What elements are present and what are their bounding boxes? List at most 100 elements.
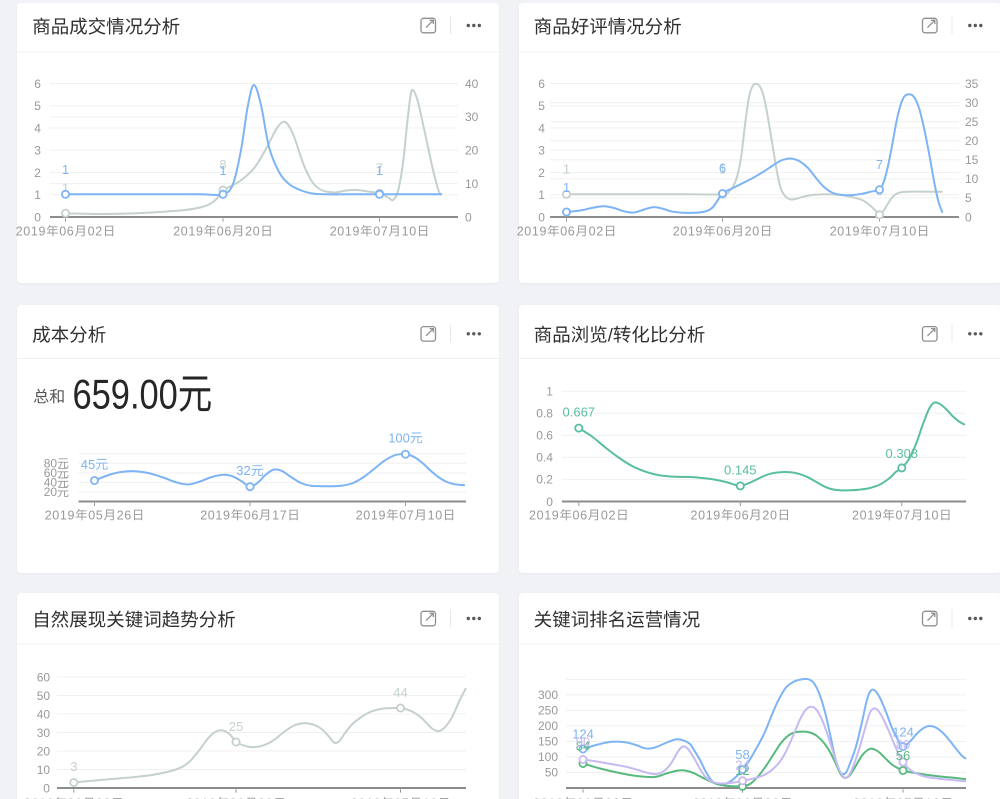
svg-text:10: 10 [402, 224, 417, 238]
svg-text:0: 0 [965, 210, 972, 224]
svg-text:2019: 2019 [673, 224, 703, 238]
svg-text:10: 10 [428, 508, 443, 522]
svg-text:6: 6 [34, 77, 41, 91]
svg-text:10: 10 [924, 508, 939, 522]
svg-text:07: 07 [394, 797, 409, 799]
svg-text:2019: 2019 [330, 224, 360, 238]
svg-text:05: 05 [88, 508, 103, 522]
svg-text:1: 1 [62, 162, 69, 177]
svg-text:0.308: 0.308 [886, 446, 919, 461]
svg-text:2019: 2019 [16, 224, 46, 238]
svg-text:17: 17 [272, 508, 287, 522]
svg-text:07: 07 [399, 508, 414, 522]
svg-text:5: 5 [538, 99, 545, 113]
svg-text:07: 07 [897, 797, 912, 799]
svg-text:20: 20 [765, 797, 780, 799]
svg-text:20: 20 [745, 224, 760, 238]
svg-text:0: 0 [34, 210, 41, 224]
svg-text:26: 26 [117, 508, 132, 522]
svg-text:06: 06 [577, 797, 592, 799]
svg-text:20: 20 [465, 144, 479, 158]
svg-text:100: 100 [538, 750, 558, 764]
svg-text:02: 02 [96, 797, 111, 799]
svg-text:06: 06 [217, 224, 232, 238]
svg-text:1: 1 [62, 180, 69, 195]
svg-text:40: 40 [465, 77, 479, 91]
svg-text:50: 50 [37, 689, 51, 703]
svg-text:659.00: 659.00 [73, 371, 178, 418]
svg-text:2019: 2019 [356, 508, 386, 522]
svg-text:124: 124 [892, 725, 914, 740]
svg-text:02: 02 [589, 224, 604, 238]
svg-text:250: 250 [538, 704, 558, 718]
svg-text:02: 02 [605, 797, 620, 799]
svg-text:30: 30 [465, 110, 479, 124]
svg-text:150: 150 [538, 735, 558, 749]
svg-text:25: 25 [229, 719, 243, 734]
svg-text:40: 40 [44, 476, 58, 490]
svg-text:3: 3 [70, 759, 77, 774]
svg-text:10: 10 [423, 797, 438, 799]
svg-text:06: 06 [59, 224, 74, 238]
svg-text:02: 02 [601, 508, 616, 522]
svg-text:1: 1 [538, 188, 545, 202]
svg-text:10: 10 [925, 797, 940, 799]
svg-text:10: 10 [37, 763, 51, 777]
svg-text:30: 30 [965, 96, 979, 110]
svg-text:80: 80 [896, 737, 910, 752]
svg-text:2: 2 [34, 166, 41, 180]
svg-text:20: 20 [44, 485, 58, 499]
svg-text:58: 58 [735, 747, 749, 762]
svg-text:40: 40 [37, 707, 51, 721]
svg-text:2019: 2019 [351, 797, 381, 799]
svg-text:60: 60 [37, 670, 51, 684]
svg-text:/: / [608, 324, 614, 345]
svg-text:06: 06 [736, 797, 751, 799]
svg-text:06: 06 [560, 224, 575, 238]
svg-text:30: 30 [37, 726, 51, 740]
svg-text:1: 1 [546, 385, 553, 399]
svg-text:56: 56 [896, 748, 910, 763]
svg-text:12: 12 [735, 763, 749, 778]
svg-text:20: 20 [965, 134, 979, 148]
svg-text:2019: 2019 [693, 797, 723, 799]
svg-text:50: 50 [545, 766, 559, 780]
svg-text:2019: 2019 [517, 224, 547, 238]
svg-text:24: 24 [735, 757, 749, 772]
svg-text:0.4: 0.4 [536, 451, 553, 465]
svg-text:124: 124 [572, 727, 594, 742]
svg-text:15: 15 [965, 153, 979, 167]
svg-text:4: 4 [538, 121, 545, 135]
svg-text:10: 10 [465, 177, 479, 191]
svg-text:1: 1 [376, 163, 383, 178]
svg-text:3: 3 [34, 144, 41, 158]
svg-text:2019: 2019 [200, 508, 230, 522]
svg-text:06: 06 [573, 508, 588, 522]
svg-text:06: 06 [244, 508, 259, 522]
svg-text:2: 2 [538, 166, 545, 180]
svg-text:1: 1 [219, 163, 226, 178]
svg-text:06: 06 [230, 797, 245, 799]
svg-text:20: 20 [245, 224, 260, 238]
svg-text:3: 3 [538, 144, 545, 158]
svg-text:0: 0 [465, 210, 472, 224]
svg-text:300: 300 [538, 688, 558, 702]
svg-text:84: 84 [576, 738, 590, 753]
svg-text:2019: 2019 [45, 508, 75, 522]
svg-text:0: 0 [538, 210, 545, 224]
svg-text:6: 6 [719, 161, 726, 176]
svg-text:90: 90 [576, 735, 590, 750]
svg-text:0.667: 0.667 [563, 405, 596, 420]
svg-text:7: 7 [876, 157, 883, 172]
svg-text:0.8: 0.8 [536, 407, 553, 421]
svg-text:25: 25 [965, 115, 979, 129]
svg-text:4: 4 [34, 121, 41, 135]
svg-text:32: 32 [236, 463, 250, 478]
svg-text:10: 10 [965, 172, 979, 186]
svg-text:1: 1 [563, 161, 570, 176]
svg-text:8: 8 [219, 157, 226, 172]
svg-text:7: 7 [376, 160, 383, 175]
svg-text:10: 10 [902, 224, 917, 238]
svg-text:2019: 2019 [186, 797, 216, 799]
svg-text:1: 1 [34, 188, 41, 202]
